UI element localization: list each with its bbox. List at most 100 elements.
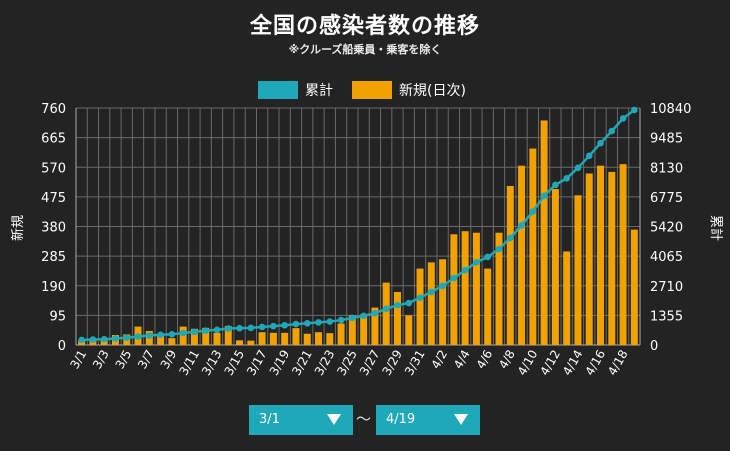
cumulative-point <box>597 139 604 147</box>
cumulative-point <box>506 234 514 242</box>
cumulative-point <box>78 336 85 344</box>
y-left-tick-label: 95 <box>49 309 66 324</box>
bar <box>292 328 300 345</box>
x-tick-label: 3/13 <box>199 348 225 378</box>
y-right-tick-label: 9485 <box>650 132 683 147</box>
x-tick-label: 3/23 <box>312 348 338 378</box>
chart: 0 0 95 1355 190 2710 285 4065 380 5420 475 6775 570 8… <box>10 81 724 378</box>
bar <box>506 185 514 345</box>
cumulative-point <box>631 106 638 114</box>
x-tick-label: 3/1 <box>67 348 89 372</box>
cumulative-point <box>529 208 537 215</box>
bar <box>224 325 232 345</box>
cumulative-point <box>179 329 187 337</box>
cumulative-point <box>349 314 356 322</box>
bar <box>405 315 413 345</box>
x-tick-label: 3/19 <box>267 348 293 378</box>
y-right-tick-label: 4065 <box>650 250 683 265</box>
y-left-tick-label: 665 <box>41 132 66 147</box>
y-left-tick-label: 0 <box>58 339 66 354</box>
y-right-tick-label: 10840 <box>650 102 691 117</box>
bar <box>348 315 356 345</box>
cumulative-point <box>168 331 176 338</box>
y-axis-left-label: 新規 <box>10 215 26 241</box>
bar <box>326 333 334 345</box>
bar <box>269 332 277 345</box>
cumulative-point <box>382 305 390 313</box>
x-tick-label: 3/3 <box>90 348 112 372</box>
date-from-select[interactable]: 3/1 <box>249 405 353 435</box>
cumulative-point <box>213 326 221 334</box>
x-tick-label: 4/14 <box>560 348 586 378</box>
cumulative-point <box>326 318 334 325</box>
y-right-tick-label: 6775 <box>650 191 683 206</box>
cumulative-point <box>608 127 616 135</box>
x-tick-label: 4/6 <box>474 347 496 371</box>
bar <box>258 332 266 345</box>
bar <box>202 327 210 345</box>
range-separator: 〜 <box>356 410 372 428</box>
cumulative-point <box>123 334 131 342</box>
cumulative-point <box>258 323 266 331</box>
y-left-tick-label: 380 <box>41 221 66 236</box>
cumulative-point <box>461 266 469 274</box>
bar <box>315 332 323 345</box>
bar <box>551 189 559 345</box>
date-to-select[interactable]: 4/19 <box>376 405 480 435</box>
x-tick-label: 3/29 <box>379 348 405 378</box>
cumulative-point <box>563 175 570 182</box>
cumulative-point <box>450 274 458 282</box>
bar <box>382 282 390 345</box>
cumulative-point <box>484 253 492 261</box>
x-tick-label: 3/11 <box>176 348 202 378</box>
y-right-tick-label: 0 <box>650 339 658 354</box>
bar <box>427 262 435 345</box>
bar <box>518 165 526 345</box>
bar <box>168 338 176 345</box>
bar <box>213 332 221 345</box>
x-tick-label: 3/9 <box>158 348 180 372</box>
dropdown-arrow-icon <box>327 414 341 425</box>
x-tick-label: 3/7 <box>135 348 157 372</box>
bar <box>281 332 289 345</box>
x-tick-label: 3/21 <box>289 348 315 378</box>
dropdown-arrow-icon <box>454 414 468 425</box>
date-to-value: 4/19 <box>386 412 416 427</box>
chart-title: 全国の感染者数の推移 <box>249 14 480 39</box>
cumulative-point <box>303 319 311 327</box>
cumulative-point <box>619 115 627 122</box>
bar <box>190 328 198 345</box>
legend-label-cumulative: 累計 <box>305 83 333 99</box>
bar <box>574 195 582 345</box>
cumulative-point <box>292 320 300 328</box>
bar <box>630 229 638 345</box>
y-left-tick-label: 570 <box>41 161 66 176</box>
cumulative-point <box>439 282 446 290</box>
cumulative-point <box>337 316 345 324</box>
x-tick-label: 3/5 <box>113 348 135 372</box>
cumulative-point <box>473 258 480 266</box>
y-axis-right-label: 累計 <box>708 215 724 241</box>
bar <box>608 171 616 345</box>
x-tick-label: 4/4 <box>451 348 473 372</box>
cumulative-point <box>157 331 164 339</box>
bar <box>371 307 379 345</box>
cumulative-point <box>270 322 277 330</box>
x-tick-label: 3/25 <box>334 348 360 378</box>
y-left-tick-label: 190 <box>41 280 66 295</box>
cumulative-point <box>540 192 548 200</box>
bar <box>472 232 480 345</box>
y-left-tick-label: 475 <box>41 191 66 206</box>
bar <box>585 173 593 345</box>
y-right-tick-label: 8130 <box>650 161 683 176</box>
bar <box>450 234 458 345</box>
cumulative-point <box>394 301 401 309</box>
bar <box>360 314 368 345</box>
cumulative-point <box>371 309 379 317</box>
cumulative-point <box>360 312 367 320</box>
cumulative-point <box>100 335 108 343</box>
bar <box>416 268 424 345</box>
cumulative-point <box>585 152 593 160</box>
bar <box>393 291 401 345</box>
cumulative-point <box>416 294 424 301</box>
